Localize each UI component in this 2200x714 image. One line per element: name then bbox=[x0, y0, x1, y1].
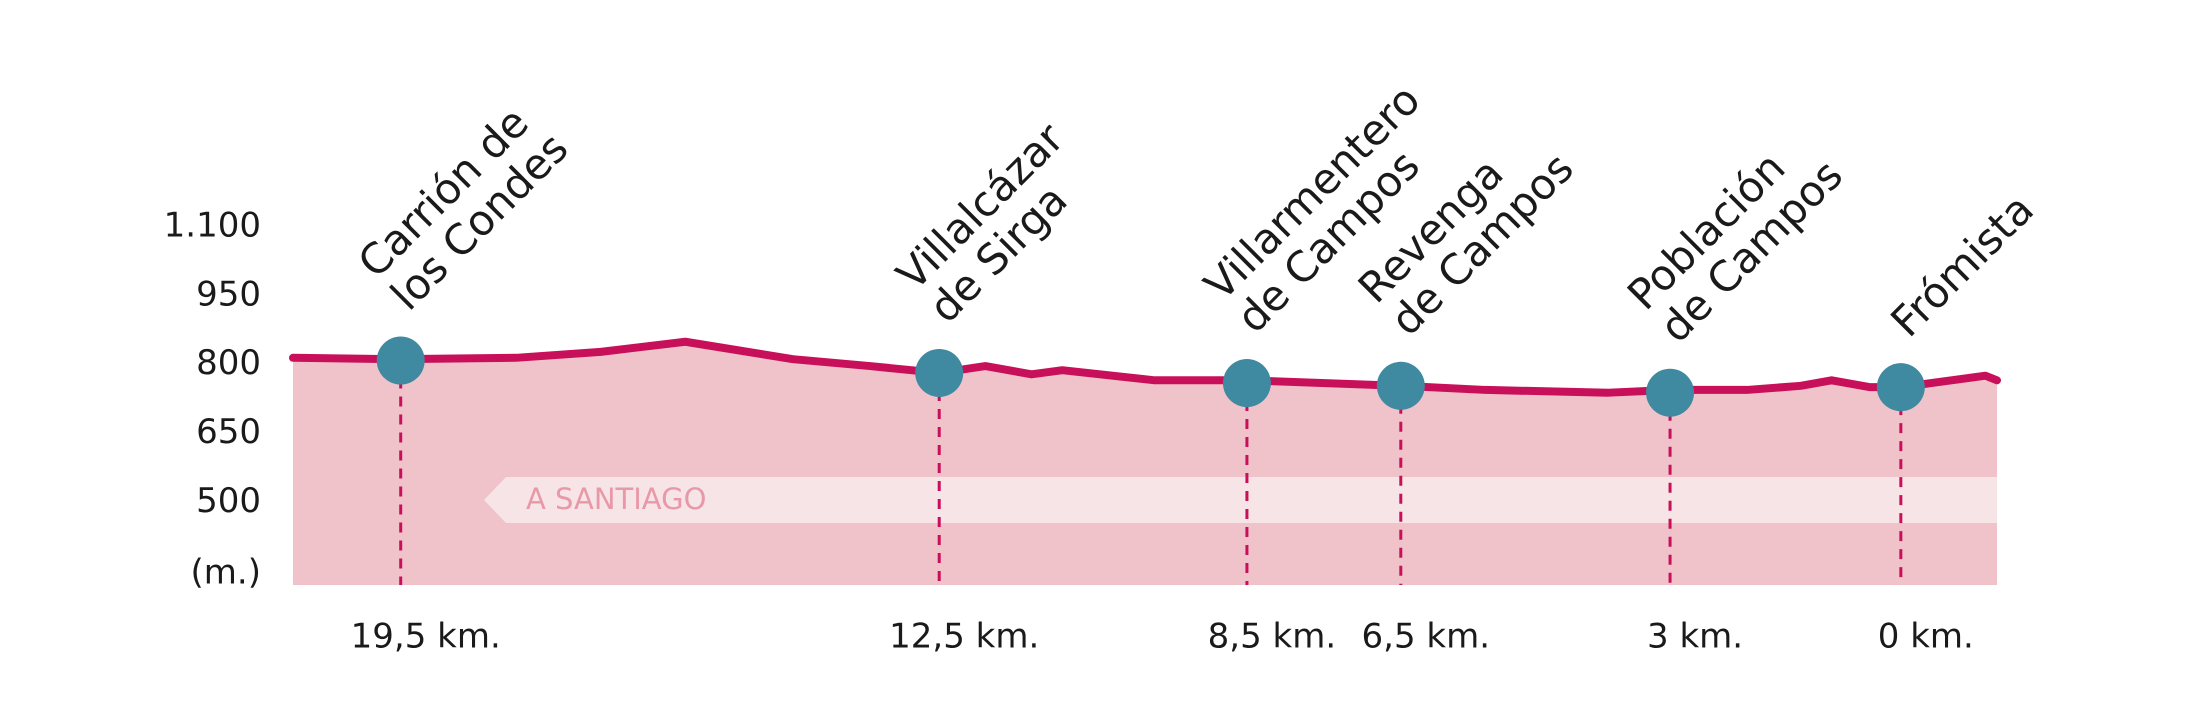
y-axis-label: (m.) bbox=[191, 553, 261, 593]
town-marker bbox=[1646, 368, 1695, 417]
town-marker bbox=[376, 336, 425, 385]
x-tick-label: 0 km. bbox=[1878, 617, 1974, 657]
y-tick-label: 1.100 bbox=[164, 206, 261, 246]
direction-banner bbox=[484, 477, 1997, 523]
town-name-line: Frómista bbox=[1881, 184, 2043, 346]
town-marker bbox=[915, 348, 964, 397]
elevation-area bbox=[293, 341, 1997, 585]
x-tick-label: 19,5 km. bbox=[351, 617, 501, 657]
x-tick-label: 6,5 km. bbox=[1362, 617, 1491, 657]
plot-area: 1.100 950 800 650 500 A SANTIAGO Carrión delos… bbox=[164, 75, 2043, 657]
x-tick-label: 3 km. bbox=[1647, 617, 1743, 657]
direction-label: A SANTIAGO bbox=[526, 482, 706, 516]
x-tick-label: 12,5 km. bbox=[889, 617, 1039, 657]
y-tick-label: 650 bbox=[196, 412, 261, 452]
y-tick-label: 800 bbox=[196, 343, 261, 383]
town-marker bbox=[1376, 361, 1425, 410]
town-marker bbox=[1222, 359, 1271, 408]
town-marker bbox=[1876, 363, 1925, 412]
y-tick-label: 950 bbox=[196, 274, 261, 314]
elevation-line bbox=[289, 337, 2001, 397]
town-label: Frómista bbox=[1881, 184, 2043, 346]
x-tick-label: 8,5 km. bbox=[1208, 617, 1337, 657]
y-tick-label: 500 bbox=[196, 481, 261, 521]
